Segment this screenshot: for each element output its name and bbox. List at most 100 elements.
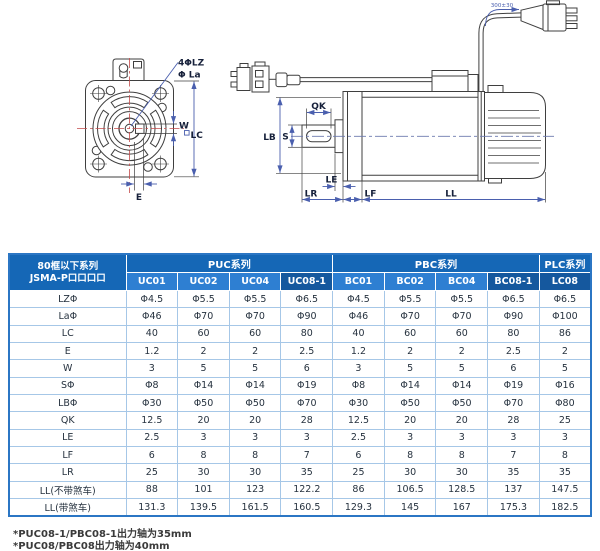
spec-cell: Φ8 — [332, 376, 385, 396]
spec-cell: 60 — [228, 324, 282, 344]
spec-cell: Φ6.5 — [538, 289, 592, 309]
spec-cell: 145 — [383, 498, 437, 517]
model-header-lc08: LC08 — [538, 272, 592, 291]
spec-cell: Φ6.5 — [280, 289, 334, 309]
series-group-header: PLC系列 — [538, 253, 592, 273]
dim-label-w: W — [179, 121, 189, 131]
row-label: QK — [8, 411, 127, 430]
model-header-bc04: BC04 — [435, 272, 489, 291]
spec-cell: 30 — [435, 463, 489, 482]
spec-cell: 12.5 — [332, 411, 385, 430]
spec-cell: 5 — [177, 359, 230, 378]
spec-cell: Φ50 — [435, 394, 489, 413]
spec-cell: 86 — [538, 324, 592, 344]
spec-cell: 3 — [125, 359, 179, 378]
spec-table-head: 80框以下系列 JSMA-P口口口口 PUC系列 PBC系列 PLC系列 UC01 UC02… — [8, 253, 592, 291]
spec-cell: Φ70 — [177, 307, 230, 326]
spec-cell: Φ50 — [383, 394, 437, 413]
footnote-1: *PUC08-1/PBC08-1出力轴为35mm — [13, 529, 192, 540]
spec-cell: 25 — [332, 463, 385, 482]
power-cable — [478, 12, 522, 91]
side-view — [230, 0, 578, 203]
leader-4phi-lz — [130, 62, 179, 127]
dim-label-le: LE — [326, 176, 338, 186]
spec-cell: 2 — [538, 342, 592, 361]
spec-cell: 131.3 — [125, 498, 179, 517]
spec-cell: Φ4.5 — [125, 289, 179, 309]
series-group-header: PUC系列 — [125, 253, 334, 273]
row-label: LF — [8, 446, 127, 465]
spec-cell: Φ8 — [125, 376, 179, 396]
spec-cell: 5 — [435, 359, 489, 378]
dim-label-4phi-lz: 4ΦLZ — [178, 59, 205, 69]
spec-cell: 3 — [383, 428, 437, 448]
series-group-header: PBC系列 — [332, 253, 540, 273]
spec-cell: Φ16 — [538, 376, 592, 396]
spec-cell: 28 — [487, 411, 540, 430]
spec-cell: 6 — [125, 446, 179, 465]
row-label: LZΦ — [8, 289, 127, 309]
cable-length-dim — [485, 6, 519, 27]
spec-cell: 175.3 — [487, 498, 540, 517]
spec-cell: Φ90 — [487, 307, 540, 326]
table-row: LL(不带煞车) 88 101 123 122.2 86 106.5 128.5 137 147.… — [8, 480, 592, 500]
spec-cell: 5 — [228, 359, 282, 378]
encoder-connector — [230, 61, 301, 93]
spec-cell: Φ5.5 — [435, 289, 489, 309]
spec-cell: 60 — [177, 324, 230, 344]
front-dimensions — [121, 62, 197, 187]
table-row: LZΦ Φ4.5 Φ5.5 Φ5.5 Φ6.5 Φ4.5 Φ5.5 Φ5.5 Φ6.5 Φ6.5 — [8, 289, 592, 309]
spec-cell: 106.5 — [383, 480, 437, 500]
spec-cell: 2 — [177, 342, 230, 361]
spec-cell: 6 — [332, 446, 385, 465]
spec-cell: 3 — [435, 428, 489, 448]
spec-cell: 139.5 — [177, 498, 230, 517]
spec-cell: Φ19 — [280, 376, 334, 396]
row-label: LL(不带煞车) — [8, 480, 127, 500]
spec-cell: 137 — [487, 480, 540, 500]
spec-cell: 160.5 — [280, 498, 334, 517]
row-label: LC — [8, 324, 127, 344]
model-header-uc08-1: UC08-1 — [280, 272, 334, 291]
table-row: QK 12.5 20 20 28 12.5 20 20 28 25 — [8, 411, 592, 430]
corner-header-line: JSMA-P口口口口 — [29, 272, 106, 284]
spec-cell: 2.5 — [280, 342, 334, 361]
spec-cell: 5 — [383, 359, 437, 378]
dim-label-lb: LB — [263, 133, 276, 143]
front-centerlines — [77, 58, 184, 193]
rear-housing — [484, 92, 546, 179]
row-label: LR — [8, 463, 127, 482]
spec-cell: 86 — [332, 480, 385, 500]
spec-cell: 60 — [435, 324, 489, 344]
spec-cell: Φ70 — [435, 307, 489, 326]
spec-cell: 6 — [487, 359, 540, 378]
spec-cell: Φ14 — [177, 376, 230, 396]
dimension-drawing: 4ΦLZ Φ La W LC E — [77, 0, 578, 203]
spec-cell: 30 — [383, 463, 437, 482]
side-dimension-labels: LB S QK LE LR LF LL 300±30 — [263, 3, 513, 199]
spec-table-body: LZΦ Φ4.5 Φ5.5 Φ5.5 Φ6.5 Φ4.5 Φ5.5 Φ5.5 Φ6.5 Φ6.5 L… — [8, 289, 592, 517]
dim-label-ll: LL — [445, 190, 457, 200]
spec-cell: 8 — [383, 446, 437, 465]
table-row: LC 40 60 60 80 40 60 60 80 86 — [8, 324, 592, 344]
spec-cell: 8 — [538, 446, 592, 465]
table-row: E 1.2 2 2 2.5 1.2 2 2 2.5 2 — [8, 342, 592, 361]
cooling-fins — [488, 110, 541, 164]
row-label: LE — [8, 428, 127, 448]
spec-cell: Φ14 — [228, 376, 282, 396]
spec-cell: Φ70 — [280, 394, 334, 413]
spec-cell: 28 — [280, 411, 334, 430]
spec-cell: Φ4.5 — [332, 289, 385, 309]
dim-label-cable-length: 300±30 — [491, 3, 514, 9]
spec-cell: Φ100 — [538, 307, 592, 326]
table-corner-header: 80框以下系列 JSMA-P口口口口 — [8, 253, 127, 291]
spec-cell: 161.5 — [228, 498, 282, 517]
spec-cell: Φ14 — [383, 376, 437, 396]
spec-cell: Φ46 — [332, 307, 385, 326]
row-label: E — [8, 342, 127, 361]
spec-table: 80框以下系列 JSMA-P口口口口 PUC系列 PBC系列 PLC系列 UC01 UC02… — [8, 253, 592, 518]
spec-cell: Φ6.5 — [487, 289, 540, 309]
spec-cell: Φ80 — [538, 394, 592, 413]
side-dimensions — [277, 6, 545, 203]
row-label: LaΦ — [8, 307, 127, 326]
